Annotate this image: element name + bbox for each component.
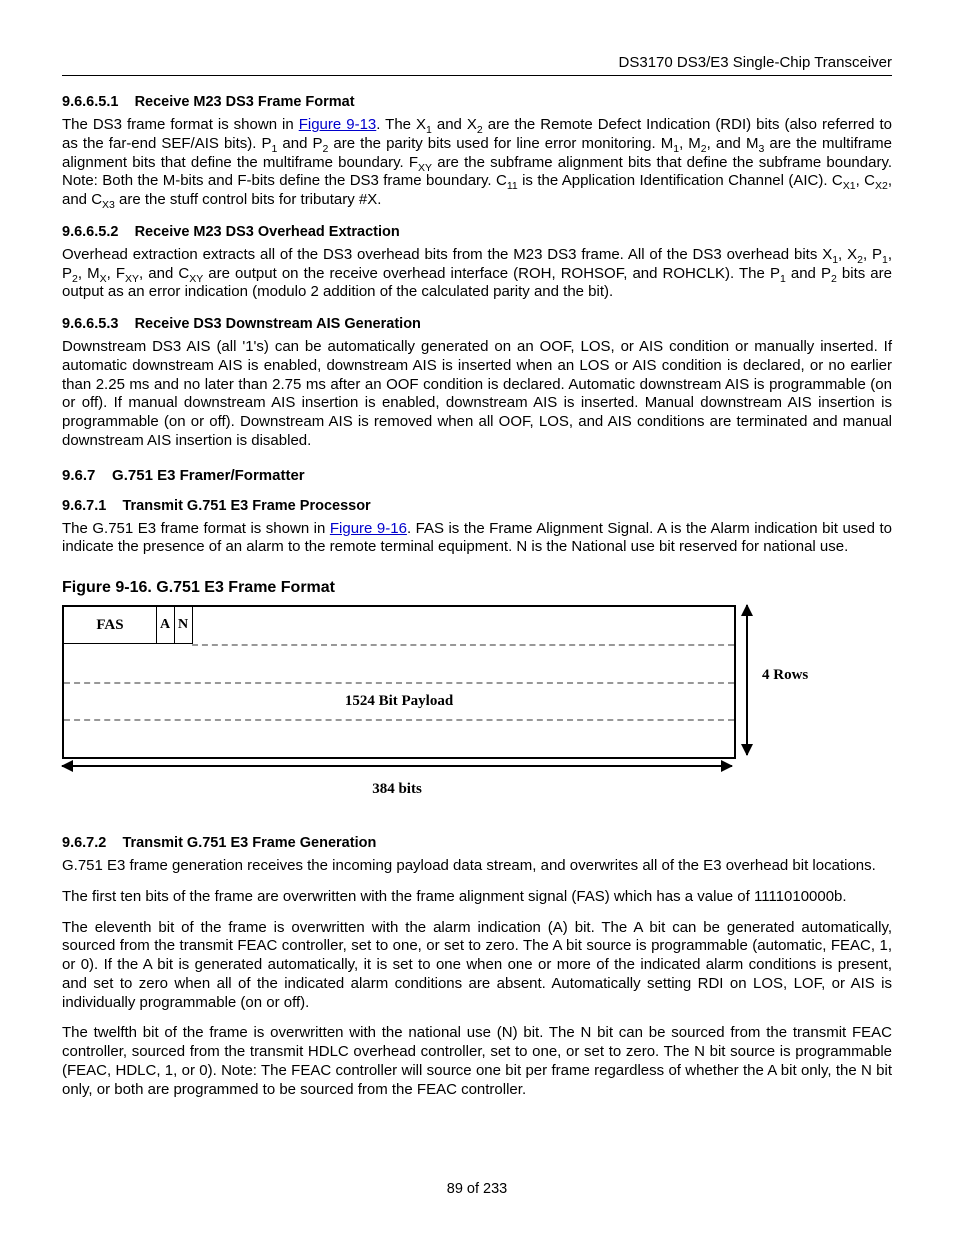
heading-num: 9.6.6.5.1 [62, 94, 118, 110]
heading-text: Receive DS3 Downstream AIS Generation [135, 316, 421, 332]
text: are the stuff control bits for tributary… [115, 191, 382, 208]
heading-967: 9.6.7 G.751 E3 Framer/Formatter [62, 467, 892, 484]
heading-num: 9.6.7 [62, 467, 95, 484]
link-figure-9-13[interactable]: Figure 9-13 [299, 116, 377, 133]
text: The G.751 E3 frame format is shown in [62, 520, 330, 537]
para-9672-2: The first ten bits of the frame are over… [62, 888, 892, 907]
heading-text: Receive M23 DS3 Frame Format [135, 94, 355, 110]
bits-arrow [62, 765, 732, 767]
text: are the parity bits used for line error … [328, 135, 673, 152]
row-divider [192, 644, 734, 647]
text: , X [838, 246, 857, 263]
heading-96651: 9.6.6.5.1 Receive M23 DS3 Frame Format [62, 94, 892, 110]
row-divider [64, 719, 734, 722]
header-rule [62, 75, 892, 76]
para-9671: The G.751 E3 frame format is shown in Fi… [62, 520, 892, 558]
text: , and M [707, 135, 759, 152]
a-cell: A [156, 607, 175, 644]
text: , M [679, 135, 701, 152]
text: and X [432, 116, 477, 133]
figure-9-16: FAS A N 1524 Bit Payload 4 Rows 384 bits [62, 605, 822, 759]
row-divider [64, 682, 734, 685]
text: and P [277, 135, 322, 152]
header-title: DS3170 DS3/E3 Single-Chip Transceiver [62, 54, 892, 71]
frame-box: FAS A N 1524 Bit Payload [62, 605, 736, 759]
text: The DS3 frame format is shown in [62, 116, 299, 133]
para-9672-3: The eleventh bit of the frame is overwri… [62, 919, 892, 1013]
text: , M [78, 265, 100, 282]
heading-96652: 9.6.6.5.2 Receive M23 DS3 Overhead Extra… [62, 224, 892, 240]
link-figure-9-16[interactable]: Figure 9-16 [330, 520, 407, 537]
payload-label: 1524 Bit Payload [64, 693, 734, 710]
text: and P [786, 265, 831, 282]
text: are output on the receive overhead inter… [203, 265, 780, 282]
page-number: 89 of 233 [0, 1181, 954, 1197]
text: , F [107, 265, 125, 282]
heading-text: Transmit G.751 E3 Frame Generation [122, 835, 376, 851]
para-96651: The DS3 frame format is shown in Figure … [62, 116, 892, 210]
heading-num: 9.6.6.5.2 [62, 224, 118, 240]
heading-9671: 9.6.7.1 Transmit G.751 E3 Frame Processo… [62, 498, 892, 514]
heading-text: Transmit G.751 E3 Frame Processor [122, 498, 370, 514]
heading-num: 9.6.7.2 [62, 835, 106, 851]
text: , C [856, 172, 875, 189]
heading-text: G.751 E3 Framer/Formatter [112, 467, 305, 484]
n-cell: N [174, 607, 193, 644]
text: is the Application Identification Channe… [518, 172, 843, 189]
para-96653: Downstream DS3 AIS (all '1's) can be aut… [62, 338, 892, 451]
heading-num: 9.6.6.5.3 [62, 316, 118, 332]
fas-cell: FAS [64, 607, 157, 644]
para-9672-4: The twelfth bit of the frame is overwrit… [62, 1024, 892, 1099]
text: , and C [139, 265, 189, 282]
text: . The X [376, 116, 426, 133]
heading-num: 9.6.7.1 [62, 498, 106, 514]
rows-label: 4 Rows [762, 667, 808, 684]
para-9672-1: G.751 E3 frame generation receives the i… [62, 857, 892, 876]
text: Overhead extraction extracts all of the … [62, 246, 832, 263]
rows-arrow [746, 605, 748, 755]
heading-text: Receive M23 DS3 Overhead Extraction [135, 224, 400, 240]
page: DS3170 DS3/E3 Single-Chip Transceiver 9.… [0, 0, 954, 1235]
bits-label: 384 bits [62, 781, 732, 798]
figure-title: Figure 9-16. G.751 E3 Frame Format [62, 579, 892, 597]
text: , P [863, 246, 882, 263]
para-96652: Overhead extraction extracts all of the … [62, 246, 892, 302]
heading-96653: 9.6.6.5.3 Receive DS3 Downstream AIS Gen… [62, 316, 892, 332]
heading-9672: 9.6.7.2 Transmit G.751 E3 Frame Generati… [62, 835, 892, 851]
